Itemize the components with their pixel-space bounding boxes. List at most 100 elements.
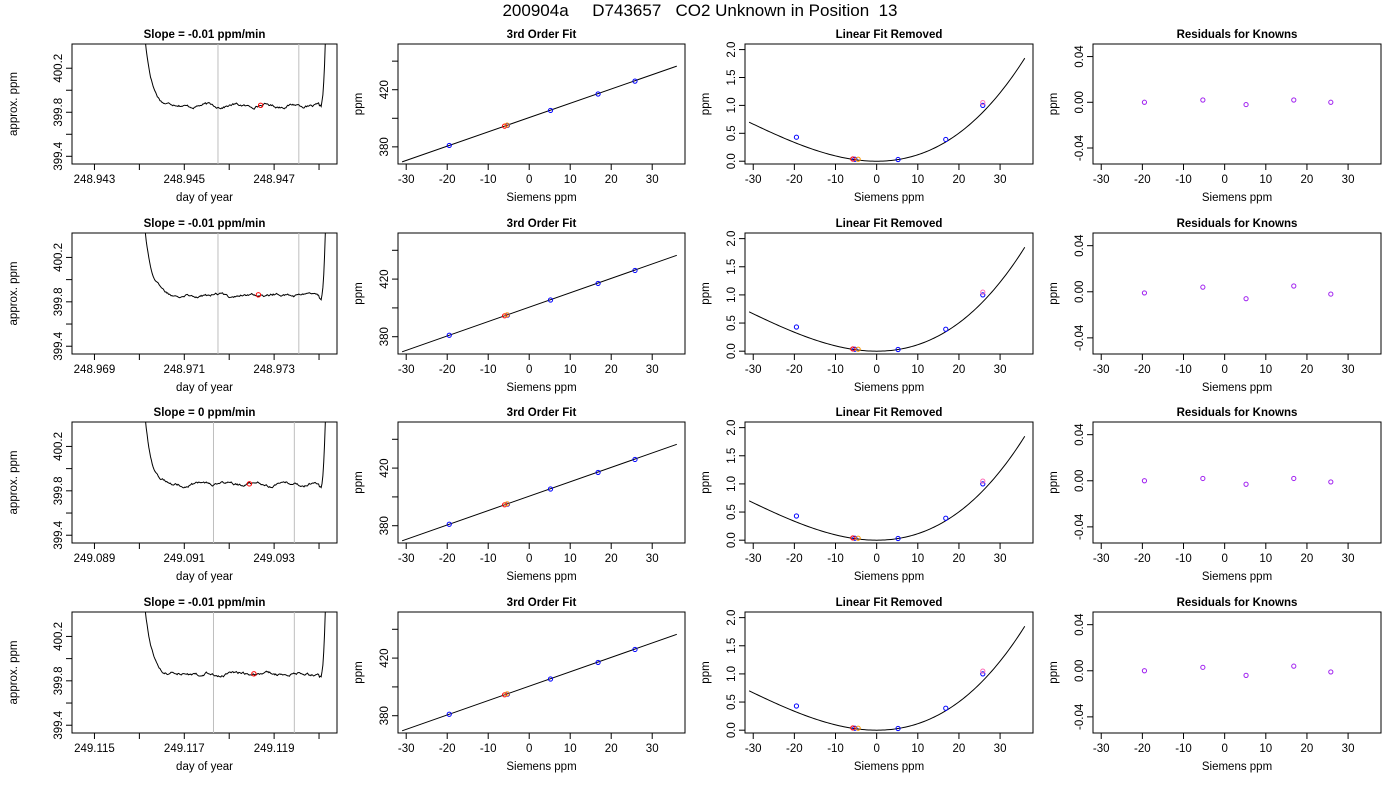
known-point	[852, 156, 858, 162]
known-point	[446, 521, 452, 527]
x-tick-label: 0	[873, 364, 879, 376]
x-tick-label: -20	[439, 174, 456, 186]
y-tick-label: 399.8	[53, 666, 65, 695]
y-tick-label: 1.5	[726, 259, 738, 275]
y-axis-label: ppm	[353, 93, 365, 115]
x-tick-label: 249.115	[74, 743, 115, 755]
residual-point	[1141, 668, 1148, 674]
x-tick-label: -30	[1093, 174, 1110, 186]
x-tick-label: 0	[873, 553, 879, 565]
x-tick-label: 30	[646, 743, 659, 755]
y-axis-label: approx. ppm	[8, 641, 20, 705]
y-tick-label: 420	[379, 459, 391, 478]
y-tick-label: 380	[379, 706, 391, 725]
x-tick-label: -20	[1134, 743, 1151, 755]
known-point	[446, 711, 452, 717]
residual-point	[1291, 97, 1297, 103]
known-point	[980, 671, 986, 677]
x-tick-label: 10	[911, 553, 924, 565]
x-axis-label: Siemens ppm	[1202, 571, 1272, 583]
x-axis-label: day of year	[176, 761, 233, 773]
residual-point	[1291, 475, 1297, 482]
y-tick-label: 0.0	[726, 343, 738, 359]
y-tick-label: 0.5	[726, 125, 738, 141]
plot-area	[401, 254, 677, 353]
co2-trace	[145, 422, 326, 489]
fit-line	[401, 443, 677, 542]
x-tick-label: 249.117	[164, 743, 205, 755]
x-tick-label: 20	[953, 743, 966, 755]
y-tick-label: 0.00	[1074, 660, 1086, 682]
plot-area	[748, 57, 1026, 163]
y-tick-label: 0.04	[1074, 234, 1086, 257]
co2-trace	[145, 44, 326, 110]
x-tick-label: -20	[786, 174, 803, 186]
panel-title: Linear Fit Removed	[836, 218, 943, 230]
panel-r4-time: Slope = -0.01 ppm/min 249.115 249.117 249.1…	[8, 597, 338, 773]
x-tick-label: 0	[526, 364, 532, 376]
y-axis-label: ppm	[1048, 93, 1060, 115]
y-axis-label: ppm	[700, 282, 712, 304]
x-tick-label: 249.119	[254, 743, 295, 755]
residual-point	[1328, 291, 1334, 297]
x-tick-label: 0	[1221, 743, 1227, 755]
x-axis-label: day of year	[176, 571, 233, 583]
y-axis-label: ppm	[700, 471, 712, 493]
panel-title: 3rd Order Fit	[507, 29, 577, 41]
upper-point	[980, 478, 986, 484]
x-axis-label: Siemens ppm	[1202, 192, 1272, 204]
x-tick-label: 20	[953, 364, 966, 376]
y-tick-label: 399.4	[53, 710, 65, 739]
x-tick-label: 248.945	[163, 174, 205, 186]
plot-frame	[744, 421, 1034, 544]
y-tick-label: 0.00	[1074, 91, 1086, 113]
known-point	[980, 102, 986, 108]
known-point	[943, 705, 949, 711]
panel-title: Residuals for Knowns	[1177, 218, 1298, 230]
y-axis-label: ppm	[1048, 661, 1060, 683]
plot-area	[748, 247, 1026, 353]
known-point	[943, 136, 949, 143]
unknown-point	[850, 156, 856, 162]
y-tick-label: 1.5	[726, 638, 738, 654]
x-tick-label: 20	[953, 553, 966, 565]
fit-line	[401, 254, 677, 353]
x-tick-label: 10	[564, 743, 577, 755]
y-axis-label: ppm	[353, 282, 365, 304]
panel-title: Residuals for Knowns	[1177, 29, 1298, 41]
y-axis-label: approx. ppm	[8, 262, 20, 326]
x-tick-label: 30	[994, 743, 1007, 755]
plot-area	[145, 422, 326, 543]
plot-frame	[397, 43, 686, 165]
known-point	[632, 456, 638, 463]
known-point	[632, 646, 638, 653]
x-tick-label: 20	[605, 553, 618, 565]
y-axis-label: ppm	[1048, 282, 1060, 304]
y-tick-label: 1.5	[726, 69, 738, 85]
plot-area	[144, 233, 326, 354]
x-tick-label: -20	[1134, 364, 1151, 376]
y-axis-label: ppm	[700, 661, 712, 683]
x-axis-label: Siemens ppm	[506, 761, 576, 773]
known-point	[793, 513, 800, 519]
x-tick-label: -10	[480, 743, 497, 755]
x-tick-label: 0	[873, 743, 879, 755]
panel-title: Linear Fit Removed	[836, 407, 943, 419]
plot-frame	[744, 43, 1034, 165]
x-tick-label: 0	[1221, 174, 1227, 186]
x-tick-label: -10	[1175, 364, 1192, 376]
x-axis-label: day of year	[176, 192, 233, 204]
plot-frame	[1092, 232, 1382, 355]
upper-point	[980, 100, 986, 106]
unknown-point-alt	[855, 725, 861, 731]
known-point	[595, 91, 601, 97]
unknown-point	[850, 346, 856, 352]
x-tick-label: -30	[745, 364, 762, 376]
y-tick-label: -0.04	[1074, 703, 1086, 730]
x-tick-label: -30	[1093, 364, 1110, 376]
residual-point	[1243, 101, 1249, 108]
panel-title: Slope = -0.01 ppm/min	[144, 597, 266, 609]
unknown-point	[502, 502, 508, 508]
y-axis-label: ppm	[353, 471, 365, 493]
x-tick-label: -10	[1175, 174, 1192, 186]
